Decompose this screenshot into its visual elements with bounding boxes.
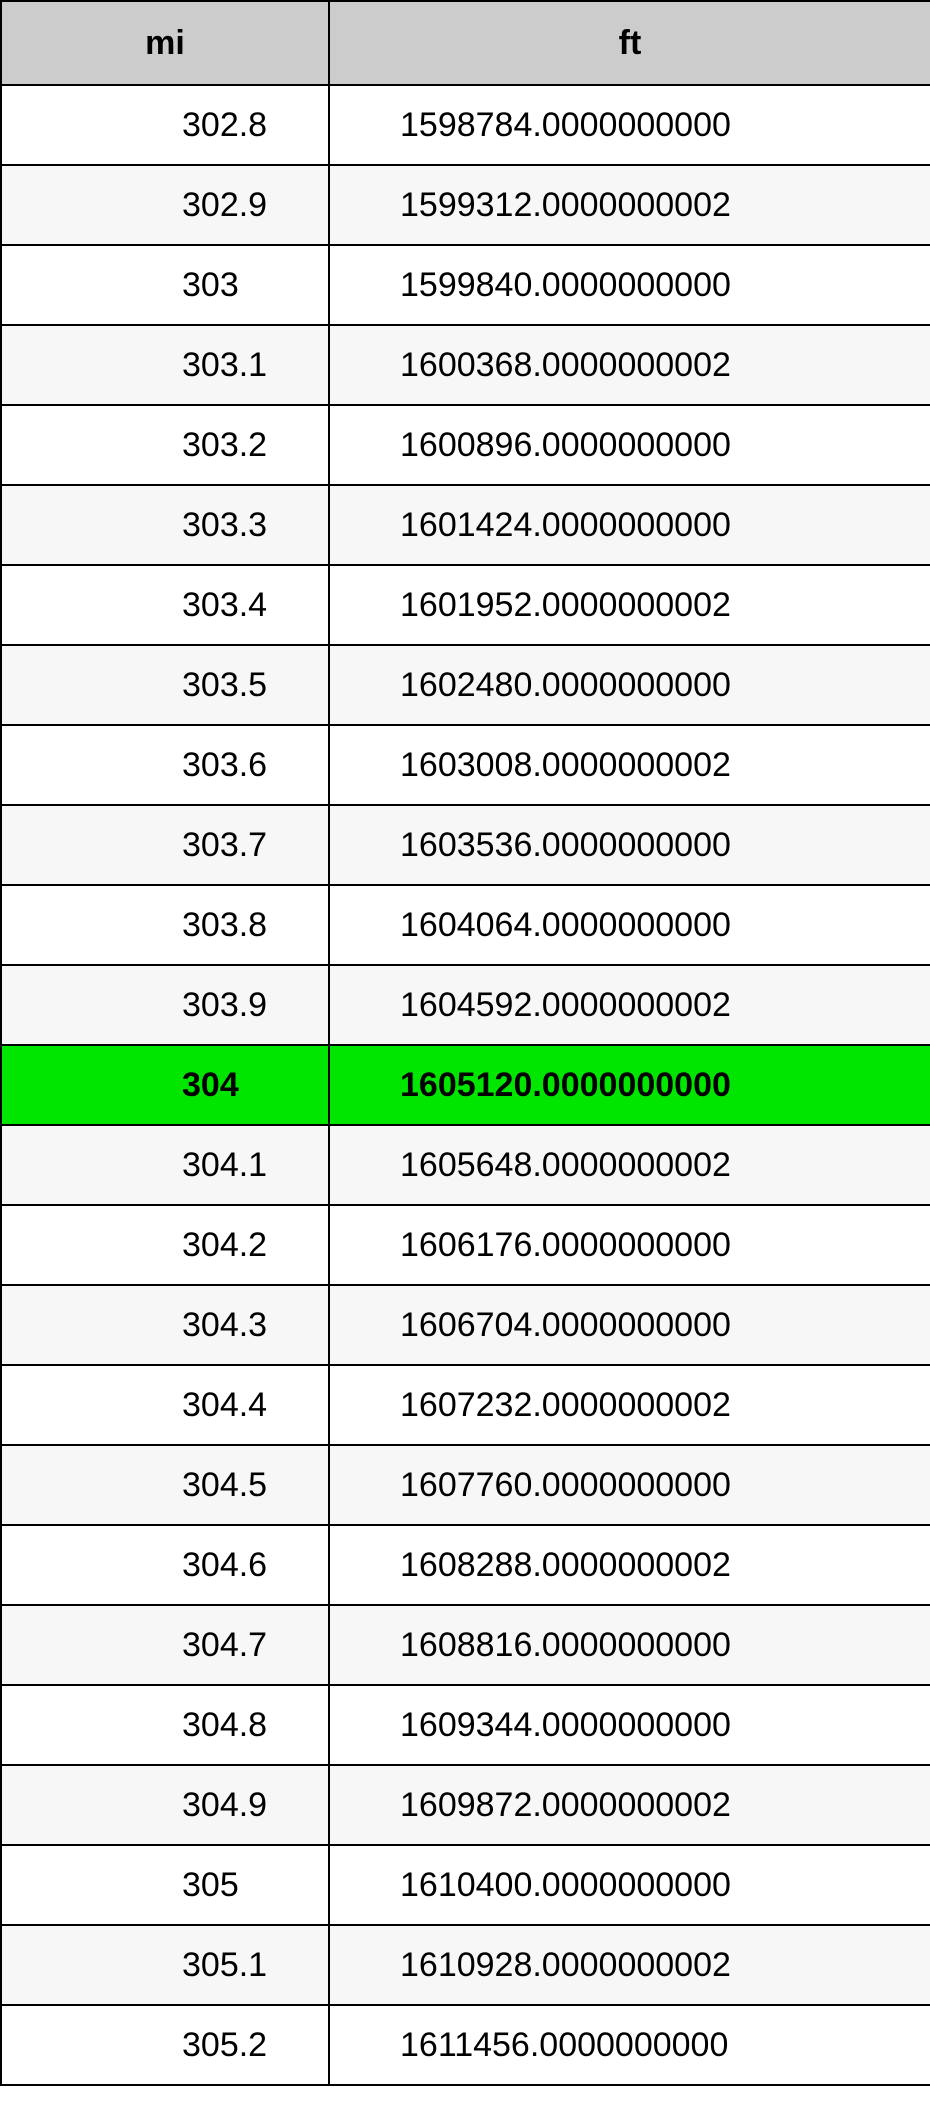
cell-mi: 304 <box>1 1045 329 1125</box>
table-row: 303.31601424.0000000000 <box>1 485 930 565</box>
cell-mi: 304.6 <box>1 1525 329 1605</box>
table-row: 304.81609344.0000000000 <box>1 1685 930 1765</box>
table-row: 303.91604592.0000000002 <box>1 965 930 1045</box>
cell-mi: 304.3 <box>1 1285 329 1365</box>
cell-mi: 305.1 <box>1 1925 329 2005</box>
cell-ft: 1602480.0000000000 <box>329 645 930 725</box>
table-row: 305.11610928.0000000002 <box>1 1925 930 2005</box>
cell-mi: 303.9 <box>1 965 329 1045</box>
cell-mi: 304.1 <box>1 1125 329 1205</box>
cell-ft: 1605648.0000000002 <box>329 1125 930 1205</box>
cell-mi: 303.4 <box>1 565 329 645</box>
table-row: 303.11600368.0000000002 <box>1 325 930 405</box>
table-row: 304.61608288.0000000002 <box>1 1525 930 1605</box>
cell-mi: 304.5 <box>1 1445 329 1525</box>
cell-mi: 302.9 <box>1 165 329 245</box>
table-row: 302.91599312.0000000002 <box>1 165 930 245</box>
cell-mi: 303.8 <box>1 885 329 965</box>
table-row: 304.31606704.0000000000 <box>1 1285 930 1365</box>
table-row: 304.11605648.0000000002 <box>1 1125 930 1205</box>
table-row: 303.41601952.0000000002 <box>1 565 930 645</box>
cell-ft: 1601952.0000000002 <box>329 565 930 645</box>
table-row: 3041605120.0000000000 <box>1 1045 930 1125</box>
table-row: 3051610400.0000000000 <box>1 1845 930 1925</box>
cell-ft: 1599840.0000000000 <box>329 245 930 325</box>
conversion-table: mi ft 302.81598784.0000000000302.9159931… <box>0 0 930 2086</box>
cell-ft: 1604592.0000000002 <box>329 965 930 1045</box>
cell-mi: 303.7 <box>1 805 329 885</box>
cell-mi: 304.9 <box>1 1765 329 1845</box>
cell-ft: 1611456.0000000000 <box>329 2005 930 2085</box>
cell-ft: 1603008.0000000002 <box>329 725 930 805</box>
cell-mi: 303.6 <box>1 725 329 805</box>
cell-ft: 1610928.0000000002 <box>329 1925 930 2005</box>
cell-mi: 303.1 <box>1 325 329 405</box>
table-row: 305.21611456.0000000000 <box>1 2005 930 2085</box>
table-row: 302.81598784.0000000000 <box>1 85 930 165</box>
cell-ft: 1603536.0000000000 <box>329 805 930 885</box>
table-row: 303.21600896.0000000000 <box>1 405 930 485</box>
cell-ft: 1607760.0000000000 <box>329 1445 930 1525</box>
cell-ft: 1606176.0000000000 <box>329 1205 930 1285</box>
cell-ft: 1607232.0000000002 <box>329 1365 930 1445</box>
cell-mi: 304.8 <box>1 1685 329 1765</box>
cell-mi: 302.8 <box>1 85 329 165</box>
table-row: 303.51602480.0000000000 <box>1 645 930 725</box>
cell-ft: 1606704.0000000000 <box>329 1285 930 1365</box>
table-body: 302.81598784.0000000000302.91599312.0000… <box>1 85 930 2085</box>
cell-ft: 1600896.0000000000 <box>329 405 930 485</box>
cell-mi: 303.3 <box>1 485 329 565</box>
cell-ft: 1604064.0000000000 <box>329 885 930 965</box>
table-row: 304.41607232.0000000002 <box>1 1365 930 1445</box>
cell-ft: 1601424.0000000000 <box>329 485 930 565</box>
cell-mi: 303.5 <box>1 645 329 725</box>
cell-mi: 304.4 <box>1 1365 329 1445</box>
cell-ft: 1605120.0000000000 <box>329 1045 930 1125</box>
cell-mi: 303 <box>1 245 329 325</box>
col-header-mi: mi <box>1 1 329 85</box>
table-row: 303.61603008.0000000002 <box>1 725 930 805</box>
table-row: 304.91609872.0000000002 <box>1 1765 930 1845</box>
cell-ft: 1610400.0000000000 <box>329 1845 930 1925</box>
cell-mi: 304.7 <box>1 1605 329 1685</box>
cell-ft: 1608816.0000000000 <box>329 1605 930 1685</box>
header-row: mi ft <box>1 1 930 85</box>
cell-ft: 1609872.0000000002 <box>329 1765 930 1845</box>
cell-ft: 1599312.0000000002 <box>329 165 930 245</box>
cell-ft: 1598784.0000000000 <box>329 85 930 165</box>
cell-ft: 1609344.0000000000 <box>329 1685 930 1765</box>
cell-mi: 305.2 <box>1 2005 329 2085</box>
table-row: 304.71608816.0000000000 <box>1 1605 930 1685</box>
cell-mi: 303.2 <box>1 405 329 485</box>
table-row: 303.71603536.0000000000 <box>1 805 930 885</box>
cell-mi: 304.2 <box>1 1205 329 1285</box>
table-row: 304.21606176.0000000000 <box>1 1205 930 1285</box>
table-row: 303.81604064.0000000000 <box>1 885 930 965</box>
table-row: 3031599840.0000000000 <box>1 245 930 325</box>
cell-mi: 305 <box>1 1845 329 1925</box>
col-header-ft: ft <box>329 1 930 85</box>
cell-ft: 1600368.0000000002 <box>329 325 930 405</box>
table-row: 304.51607760.0000000000 <box>1 1445 930 1525</box>
cell-ft: 1608288.0000000002 <box>329 1525 930 1605</box>
